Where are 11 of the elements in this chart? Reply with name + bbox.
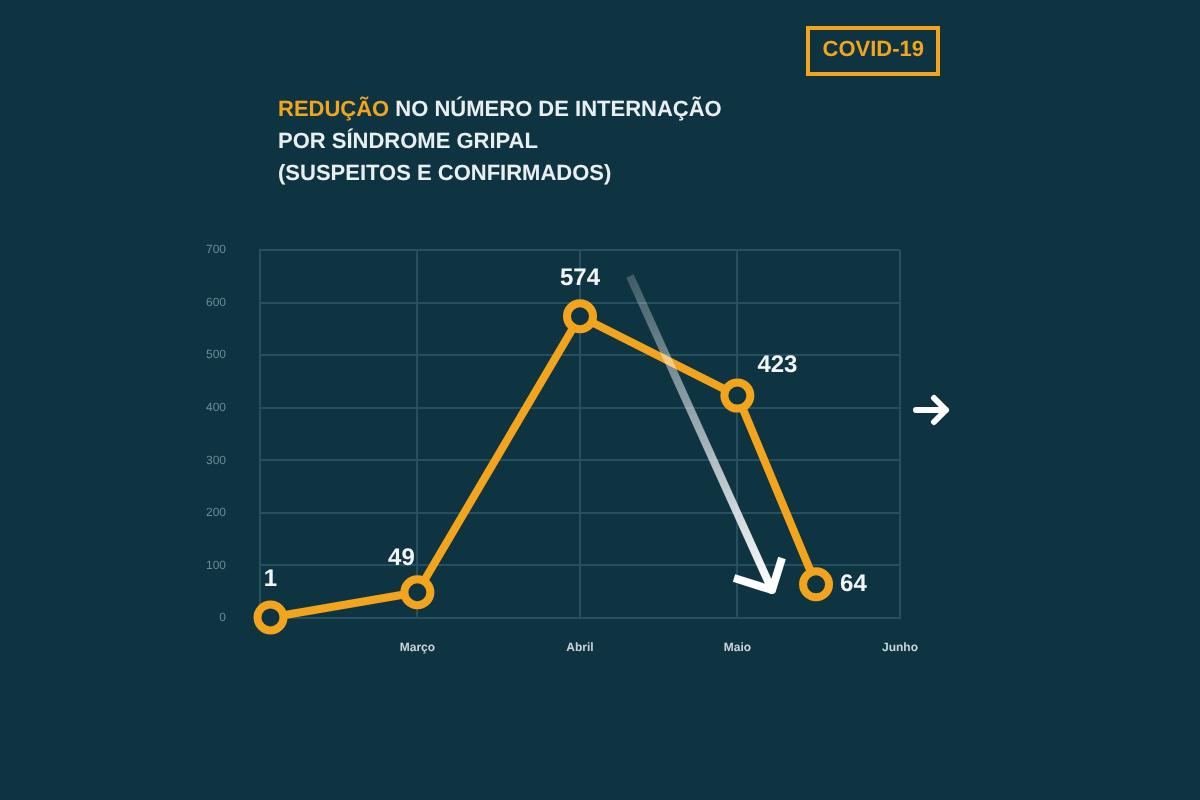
point (563, 299, 597, 334)
point (799, 567, 834, 602)
point (400, 575, 435, 610)
data-label: 1 (263, 564, 278, 593)
data-label: 64 (840, 568, 868, 597)
text: COVID-19 (806, 26, 940, 76)
point (720, 378, 755, 413)
chart-title: REDUÇÃO NO NÚMERO DE INTERNAÇÃO POR SÍNDROME GRIPAL (SUSPEITOS E CONFIRMADOS) (278, 94, 722, 190)
data-label: 423 (757, 350, 799, 379)
data-label: 574 (559, 262, 601, 291)
data-label: 49 (388, 542, 416, 571)
